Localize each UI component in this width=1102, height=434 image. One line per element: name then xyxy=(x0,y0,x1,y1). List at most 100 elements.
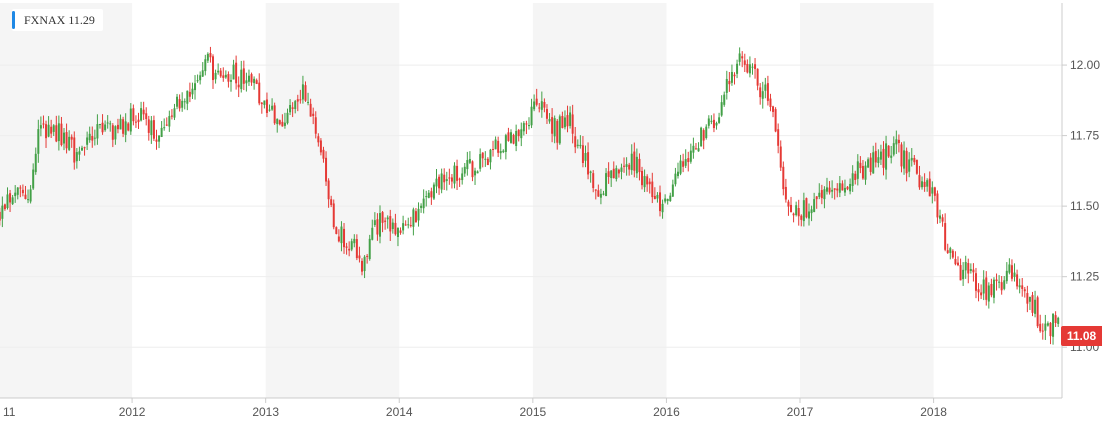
candle-up xyxy=(725,78,728,93)
candle-up xyxy=(843,187,846,193)
candle-up xyxy=(119,118,122,130)
candle-up xyxy=(263,100,266,105)
candle-up xyxy=(301,84,304,100)
x-tick-label: 2012 xyxy=(119,405,146,419)
candle-up xyxy=(1003,280,1006,289)
candle-up xyxy=(96,124,99,139)
candle-up xyxy=(353,238,356,244)
candle-up xyxy=(104,124,107,131)
candle-down xyxy=(551,117,554,134)
candle-down xyxy=(65,132,68,149)
candle-down xyxy=(60,123,63,146)
candle-up xyxy=(813,199,816,212)
candle-up xyxy=(37,129,40,154)
candle-up xyxy=(232,64,235,80)
candle-up xyxy=(114,126,117,140)
candle-down xyxy=(633,151,636,171)
candle-down xyxy=(836,188,839,191)
candle-up xyxy=(229,80,232,82)
candle-up xyxy=(1008,264,1011,273)
year-band-2017 xyxy=(800,3,934,398)
candle-down xyxy=(55,125,58,142)
candle-down xyxy=(913,158,916,163)
candle-up xyxy=(710,120,713,122)
candle-down xyxy=(322,149,325,159)
candle-up xyxy=(11,197,14,205)
candle-down xyxy=(317,136,320,143)
candle-down xyxy=(222,75,225,78)
candle-down xyxy=(574,136,577,148)
legend-swatch xyxy=(12,11,15,29)
candle-up xyxy=(432,184,435,199)
candle-up xyxy=(63,132,66,144)
candle-down xyxy=(972,269,975,273)
candle-down xyxy=(165,124,168,126)
candle-down xyxy=(250,74,253,83)
candle-up xyxy=(599,193,602,198)
candle-up xyxy=(962,269,965,280)
candle-down xyxy=(777,129,780,146)
candle-up xyxy=(885,143,888,170)
candle-up xyxy=(877,157,880,164)
x-tick-label: 2013 xyxy=(252,405,279,419)
candle-down xyxy=(209,53,212,58)
candle-up xyxy=(666,198,669,201)
candle-down xyxy=(712,119,715,129)
candle-down xyxy=(512,134,515,144)
candle-down xyxy=(0,211,1,221)
candle-down xyxy=(122,119,125,134)
candle-up xyxy=(206,53,209,61)
candle-up xyxy=(224,74,227,78)
candle-down xyxy=(651,181,654,198)
candle-up xyxy=(93,137,96,139)
candle-down xyxy=(1031,295,1034,313)
candle-down xyxy=(414,211,417,223)
candle-up xyxy=(16,187,19,195)
candle-up xyxy=(831,189,834,192)
candle-up xyxy=(396,228,399,237)
candle-down xyxy=(905,150,908,174)
candle-up xyxy=(476,171,479,174)
candle-up xyxy=(27,199,30,201)
candle-down xyxy=(980,292,983,296)
candle-down xyxy=(486,158,489,166)
candle-up xyxy=(661,203,664,213)
candle-down xyxy=(212,56,215,81)
candle-up xyxy=(553,118,556,137)
last-price-tag: 11.08 xyxy=(1061,326,1102,346)
candle-down xyxy=(127,123,130,131)
candle-down xyxy=(1039,323,1042,332)
candle-up xyxy=(630,153,633,171)
y-tick-label: 11.75 xyxy=(1070,129,1099,143)
candle-down xyxy=(255,80,258,84)
candle-up xyxy=(268,109,271,111)
candle-up xyxy=(109,123,112,125)
candle-down xyxy=(507,132,510,141)
candle-down xyxy=(309,103,312,117)
candle-down xyxy=(9,193,12,203)
candle-down xyxy=(438,176,441,189)
candle-down xyxy=(492,148,495,150)
candle-down xyxy=(281,121,284,127)
candle-up xyxy=(286,112,289,124)
candle-down xyxy=(145,113,148,120)
candle-down xyxy=(900,144,903,167)
legend-box[interactable]: FXNAX 11.29 xyxy=(12,9,103,31)
candle-down xyxy=(797,208,800,217)
candle-down xyxy=(646,176,649,185)
candle-up xyxy=(247,75,250,82)
candle-up xyxy=(730,71,733,83)
candle-up xyxy=(764,84,767,91)
candle-down xyxy=(1026,293,1029,304)
candle-down xyxy=(535,98,538,105)
candle-up xyxy=(468,158,471,163)
candle-down xyxy=(448,177,451,179)
candle-down xyxy=(355,239,358,259)
candle-down xyxy=(918,175,921,188)
year-band-2013 xyxy=(265,3,400,398)
candle-down xyxy=(694,148,697,150)
candle-up xyxy=(504,135,507,152)
candle-down xyxy=(337,236,340,242)
candle-down xyxy=(1016,274,1019,287)
candle-down xyxy=(394,222,397,235)
